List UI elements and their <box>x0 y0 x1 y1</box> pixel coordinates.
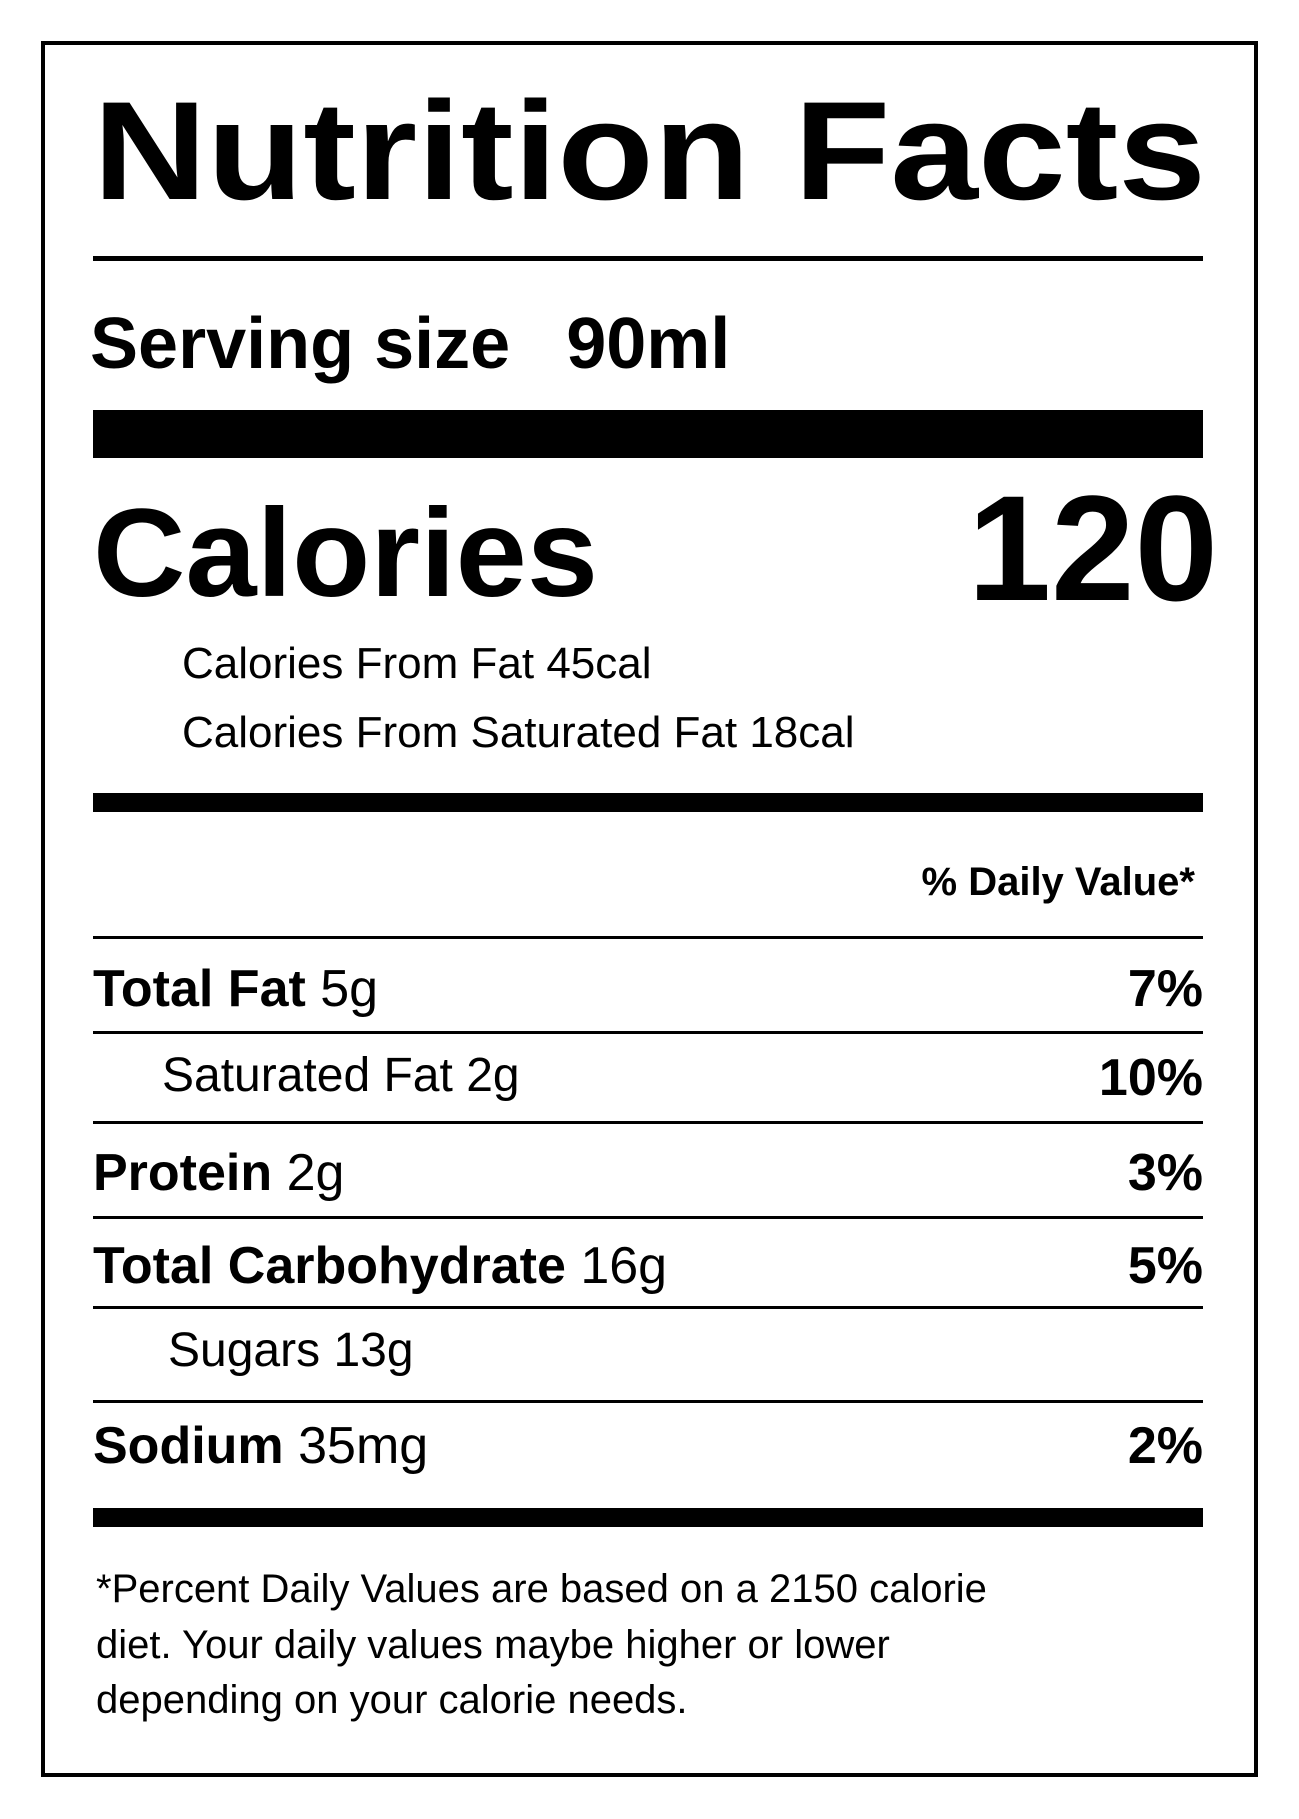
nutrient-row-total-fat: Total Fat 5g <box>93 963 378 1015</box>
nutrient-amount: 16g <box>580 1237 668 1295</box>
serving-size-value: 90ml <box>566 304 731 384</box>
nutrient-name: Protein <box>93 1144 273 1202</box>
nutrient-row-total-carbohydrate: Total Carbohydrate 16g <box>93 1240 667 1292</box>
calories-label-text: Calories <box>93 484 598 623</box>
footnote-line: *Percent Daily Values are based on a 215… <box>96 1567 987 1611</box>
nutrient-percent: 10% <box>1098 1049 1203 1107</box>
calories-from-saturated-fat-label: Calories From Saturated Fat <box>182 708 738 757</box>
calories-from-fat-label: Calories From Fat <box>182 639 535 688</box>
calories-from-fat: Calories From Fat 45cal <box>182 642 652 686</box>
divider-medium <box>93 793 1203 812</box>
row-divider <box>93 1306 1203 1309</box>
nutrient-name: Sugars <box>168 1324 321 1377</box>
divider-medium <box>93 1508 1203 1527</box>
nutrient-name: Saturated Fat <box>162 1049 453 1102</box>
nutrient-percent: 3% <box>1127 1144 1203 1202</box>
nutrient-amount: 35mg <box>298 1417 429 1475</box>
nutrient-percent: 2% <box>1127 1417 1203 1475</box>
nutrient-row-sodium: Sodium 35mg <box>93 1420 428 1472</box>
nutrient-amount: 2g <box>466 1049 520 1102</box>
footnote-line: diet. Your daily values maybe higher or … <box>96 1623 890 1667</box>
row-divider <box>93 1216 1203 1219</box>
calories-from-fat-value: 45cal <box>546 639 652 688</box>
divider-thin <box>93 256 1203 261</box>
calories-from-saturated-fat: Calories From Saturated Fat 18cal <box>182 711 855 755</box>
daily-value-header: % Daily Value* <box>921 860 1195 904</box>
nutrient-name: Total Fat <box>93 960 306 1018</box>
title-text: Nutrition Facts <box>93 72 1206 229</box>
row-divider <box>93 1121 1203 1124</box>
row-divider <box>93 1400 1203 1403</box>
title: Nutrition Facts <box>93 81 1206 221</box>
nutrient-row-saturated-fat: Saturated Fat 2g <box>162 1052 520 1100</box>
nutrient-amount: 13g <box>333 1324 414 1377</box>
nutrient-percent: 5% <box>1127 1237 1203 1295</box>
nutrient-row-protein: Protein 2g <box>93 1147 344 1199</box>
nutrient-percent: 7% <box>1127 960 1203 1018</box>
row-divider <box>93 936 1203 939</box>
footnote-line: depending on your calorie needs. <box>96 1678 688 1722</box>
label-border <box>41 41 1258 1777</box>
nutrient-name: Total Carbohydrate <box>93 1237 566 1295</box>
divider-thick <box>93 410 1203 458</box>
row-divider <box>93 1031 1203 1034</box>
nutrient-amount: 2g <box>286 1144 345 1202</box>
serving-size-label: Serving size <box>90 304 511 384</box>
nutrient-amount: 5g <box>320 960 379 1018</box>
nutrient-row-sugars: Sugars 13g <box>168 1327 414 1375</box>
serving-size: Serving size 90ml <box>90 308 730 380</box>
calories-from-saturated-fat-value: 18cal <box>749 708 855 757</box>
nutrient-name: Sodium <box>93 1417 284 1475</box>
calories-label: Calories <box>93 491 598 616</box>
calories-value: 120 <box>967 464 1218 632</box>
